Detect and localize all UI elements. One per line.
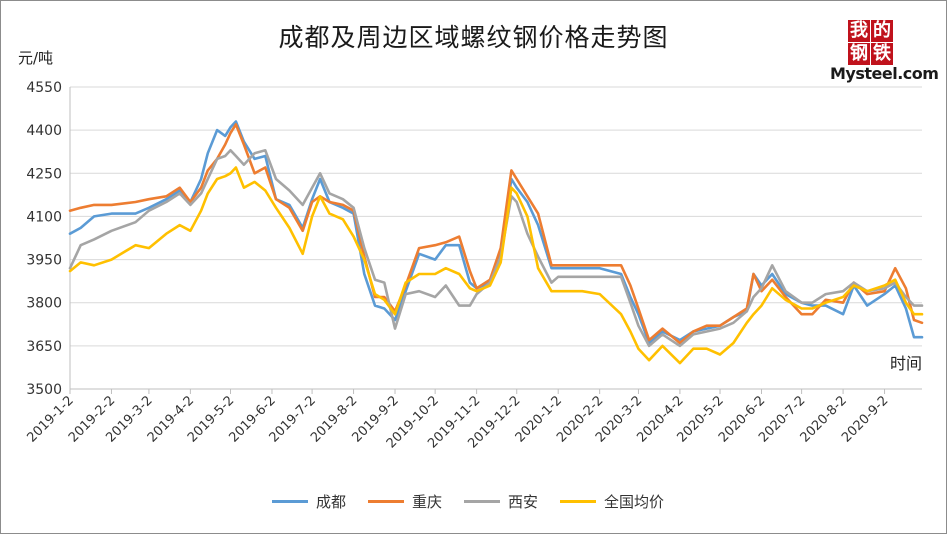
chart-title: 成都及周边区域螺纹钢价格走势图 [278,23,669,52]
legend-item-xian: 西安 [464,491,538,512]
legend-item-national-average: 全国均价 [560,491,664,512]
y-axis-unit: 元/吨 [18,49,54,67]
legend-label-national-average: 全国均价 [604,492,665,511]
legend-item-chengdu: 成都 [272,491,346,512]
logo-text: Mysteel.com [830,64,939,83]
legend-label-chongqing: 重庆 [412,492,443,511]
legend-swatch-chongqing [368,499,405,503]
y-tick-label: 3650 [26,339,62,355]
y-tick-label: 3500 [26,382,62,398]
y-tick-label: 3950 [26,253,62,269]
legend-label-chengdu: 成都 [316,492,347,511]
legend: 成都 重庆 西安 全国均价 [272,490,686,512]
logo-char-3: 钢 [848,43,870,65]
y-tick-label: 4250 [26,166,62,182]
legend-item-chongqing: 重庆 [368,491,442,512]
logo-char-2: 的 [871,20,893,42]
legend-swatch-xian [464,499,501,503]
series-line-3 [68,166,924,365]
y-tick-label: 4100 [26,209,62,225]
legend-label-xian: 西安 [508,492,539,511]
y-tick-label: 3800 [26,296,62,312]
logo-char-4: 铁 [871,43,893,65]
mysteel-logo: 我 的 钢 铁 Mysteel.com [826,20,944,83]
logo-char-1: 我 [848,20,870,42]
series-line-2 [68,149,924,348]
legend-swatch-chengdu [272,499,308,503]
y-tick-label: 4400 [26,123,62,139]
legend-swatch-national-average [560,499,597,503]
x-axis-label: 时间 [890,354,923,373]
y-tick-label: 4550 [26,80,62,96]
series-line-0 [68,120,924,345]
series-line-1 [68,123,924,345]
